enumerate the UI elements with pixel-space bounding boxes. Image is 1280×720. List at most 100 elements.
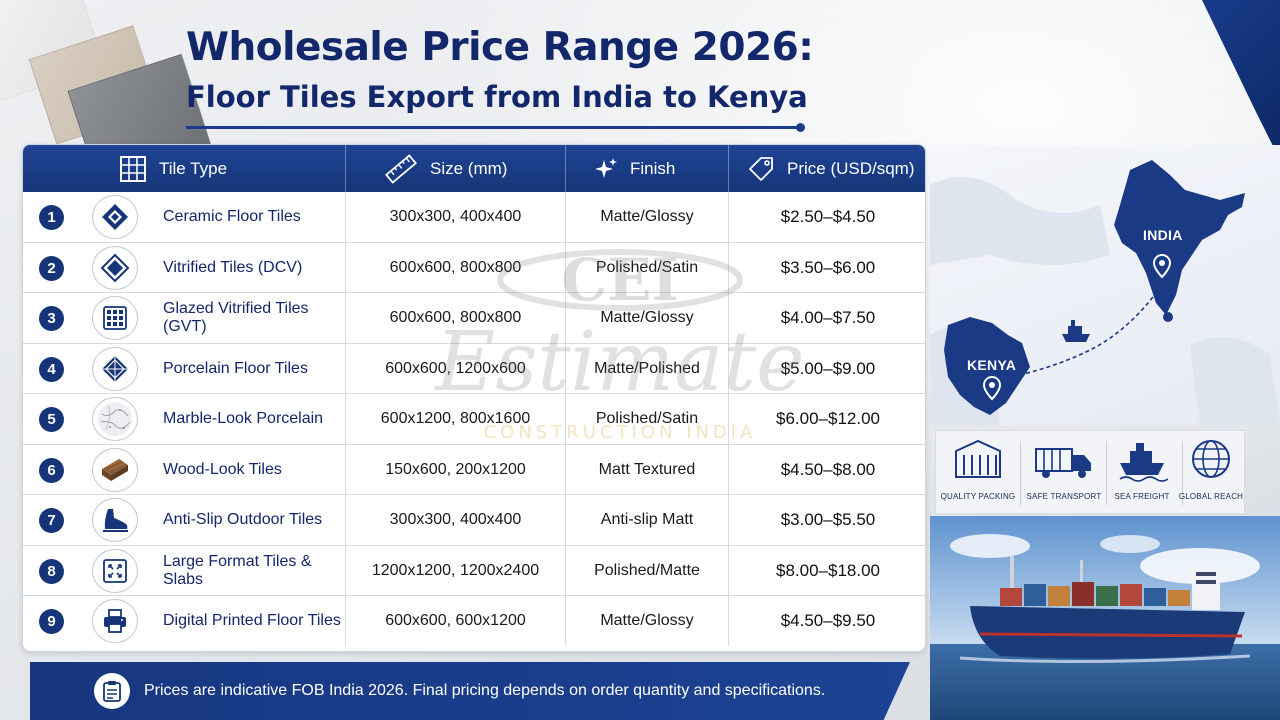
tile-type-text: Glazed Vitrified Tiles (GVT) xyxy=(163,300,309,335)
price-cell: $5.00–$9.00 xyxy=(780,358,876,378)
page-subtitle: Floor Tiles Export from India to Kenya xyxy=(186,80,808,114)
feature-quality-packing: QUALITY PACKING xyxy=(936,431,1020,515)
finish-cell: Polished/Satin xyxy=(566,242,729,293)
route-map: INDIA KENYA xyxy=(930,145,1280,425)
divider xyxy=(1182,441,1183,505)
row-number-badge: 4 xyxy=(39,356,64,382)
cargo-ship-photo xyxy=(930,516,1280,720)
price-cell: $4.00–$7.50 xyxy=(780,308,876,327)
table-row: 2 Vitrified Tiles (DCV) 600x600, 800x800… xyxy=(23,242,925,293)
finish-cell: Polished/Satin xyxy=(566,394,729,444)
tile-type-cell: 3 Glazed Vitrified Tiles (GVT) xyxy=(23,293,346,343)
column-label: Tile Type xyxy=(159,158,228,178)
table-body: 1 Ceramic Floor Tiles 300x300, 400x400 M… xyxy=(23,192,925,647)
diamond-tile-icon xyxy=(92,195,138,239)
size-cell: 600x600, 800x800 xyxy=(346,242,566,293)
container-icon xyxy=(955,439,1001,478)
ruler-icon xyxy=(385,153,417,184)
table-row: 5 Marble-Look Porcelain 600x1200, 800x16… xyxy=(23,394,925,445)
tile-grid-icon xyxy=(92,296,138,340)
tile-type-cell: 7 Anti-Slip Outdoor Tiles xyxy=(23,495,346,545)
table-header: Tile Type Size (mm) Finish xyxy=(23,145,925,192)
row-number-badge: 1 xyxy=(39,205,64,230)
tile-type-text: Digital Printed Floor Tiles xyxy=(163,612,341,629)
title-underline xyxy=(186,126,798,129)
size-cell: 600x600, 800x800 xyxy=(346,293,566,343)
table-row: 8 Large Format Tiles & Slabs 1200x1200, … xyxy=(23,545,925,596)
finish-cell: Matte/Glossy xyxy=(566,293,729,343)
table-row: 7 Anti-Slip Outdoor Tiles 300x300, 400x4… xyxy=(23,495,925,546)
ship-icon xyxy=(1119,443,1169,482)
price-cell: $2.50–$4.50 xyxy=(780,207,876,226)
tile-type-text: Vitrified Tiles (DCV) xyxy=(163,258,303,276)
tile-type-text: Porcelain Floor Tiles xyxy=(163,359,308,377)
tile-type-text: Anti-Slip Outdoor Tiles xyxy=(163,511,323,528)
column-label: Size (mm) xyxy=(430,158,508,178)
printer-icon xyxy=(92,599,138,643)
table-row: 4 Porcelain Floor Tiles 600x600, 1200x60… xyxy=(23,343,925,394)
cargo-ship-illustration xyxy=(930,516,1280,720)
clipboard-icon xyxy=(94,673,130,709)
size-cell: 600x600, 1200x600 xyxy=(346,343,566,394)
column-header-tile-type: Tile Type xyxy=(23,145,346,192)
column-label: Finish xyxy=(630,158,676,178)
size-cell: 300x300, 400x400 xyxy=(346,192,566,242)
size-cell: 600x600, 600x1200 xyxy=(346,596,566,646)
india-label: INDIA xyxy=(1143,227,1183,243)
row-number-badge: 2 xyxy=(39,255,64,281)
wood-plank-icon xyxy=(92,447,138,492)
column-header-size: Size (mm) xyxy=(346,145,566,192)
row-number-badge: 5 xyxy=(39,407,64,432)
tile-type-cell: 4 Porcelain Floor Tiles xyxy=(23,343,346,394)
feature-label: QUALITY PACKING xyxy=(940,492,1016,501)
tile-type-cell: 6 Wood-Look Tiles xyxy=(23,444,346,495)
globe-icon xyxy=(1192,440,1230,478)
title-underline-dot xyxy=(796,123,805,132)
table-row: 3 Glazed Vitrified Tiles (GVT) 600x600, … xyxy=(23,293,925,344)
table-row: 6 Wood-Look Tiles 150x600, 200x1200 Matt… xyxy=(23,444,925,495)
tile-type-cell: 8 Large Format Tiles & Slabs xyxy=(23,545,346,596)
row-number-badge: 8 xyxy=(39,558,64,584)
table-row: 9 Digital Printed Floor Tiles 600x600, 6… xyxy=(23,596,925,647)
price-cell: $3.00–$5.50 xyxy=(780,510,876,529)
column-label: Price (USD/sqm) xyxy=(787,158,915,178)
footer-note-bar: Prices are indicative FOB India 2026. Fi… xyxy=(30,662,910,720)
truck-icon xyxy=(1035,448,1091,478)
kenya-map-shape xyxy=(944,317,1030,415)
feature-safe-transport: SAFE TRANSPORT xyxy=(1022,431,1106,515)
header: Wholesale Price Range 2026: Floor Tiles … xyxy=(186,22,826,132)
kenya-label: KENYA xyxy=(967,357,1017,373)
price-table: Tile Type Size (mm) Finish xyxy=(22,144,926,652)
shoe-icon xyxy=(92,498,138,542)
map-graphic xyxy=(930,160,1280,425)
finish-cell: Matte/Polished xyxy=(566,343,729,394)
tile-type-cell: 2 Vitrified Tiles (DCV) xyxy=(23,242,346,293)
layered-diamond-icon xyxy=(92,245,138,290)
tile-type-cell: 1 Ceramic Floor Tiles xyxy=(23,192,346,242)
price-cell: $4.50–$8.00 xyxy=(780,459,876,479)
size-cell: 300x300, 400x400 xyxy=(346,495,566,545)
expand-icon xyxy=(92,548,138,593)
tile-type-text: Ceramic Floor Tiles xyxy=(163,208,301,225)
grid-icon xyxy=(120,155,146,182)
size-cell: 600x1200, 800x1600 xyxy=(346,394,566,444)
page-title: Wholesale Price Range 2026: xyxy=(186,25,814,70)
finish-cell: Polished/Matte xyxy=(566,545,729,596)
price-cell: $3.50–$6.00 xyxy=(780,257,876,277)
row-number-badge: 9 xyxy=(39,609,64,634)
price-cell: $8.00–$18.00 xyxy=(776,560,880,580)
divider xyxy=(1020,441,1021,505)
footer-note: Prices are indicative FOB India 2026. Fi… xyxy=(144,682,826,699)
feature-sea-freight: SEA FREIGHT xyxy=(1100,431,1184,515)
finish-cell: Matte/Glossy xyxy=(566,596,729,646)
ship-icon xyxy=(1062,320,1090,342)
finish-cell: Anti-slip Matt xyxy=(566,495,729,545)
size-cell: 150x600, 200x1200 xyxy=(346,444,566,495)
feature-label: GLOBAL REACH xyxy=(1178,492,1244,501)
sparkle-icon xyxy=(595,157,617,178)
row-number-badge: 3 xyxy=(39,306,64,331)
column-header-price: Price (USD/sqm) xyxy=(729,145,925,192)
size-cell: 1200x1200, 1200x2400 xyxy=(346,545,566,596)
location-pin-icon xyxy=(982,375,1002,401)
tile-type-text: Marble-Look Porcelain xyxy=(163,410,324,427)
